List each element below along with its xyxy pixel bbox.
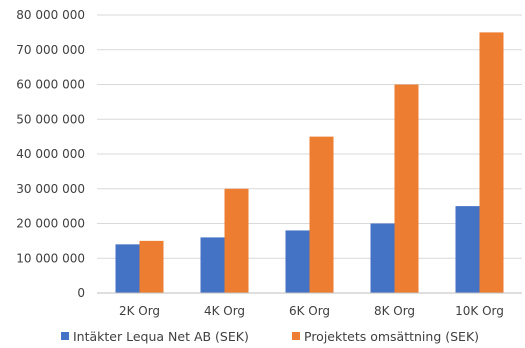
bars [115, 32, 504, 293]
x-tick-label: 6K Org [289, 304, 330, 318]
y-tick-label: 20 000 000 [16, 217, 85, 231]
bar-series-2 [309, 136, 334, 293]
x-tick-label: 4K Org [204, 304, 245, 318]
x-tick-label: 10K Org [455, 304, 504, 318]
x-axis-tick-labels: 2K Org 4K Org 6K Org 8K Org 10K Org [119, 304, 504, 318]
bar-series-2 [479, 32, 504, 293]
legend-swatch-series-2 [292, 332, 300, 340]
y-tick-label: 0 [77, 286, 85, 300]
legend-label-series-1: Intäkter Lequa Net AB (SEK) [73, 329, 249, 344]
y-axis-tick-labels: 0 10 000 000 20 000 000 30 000 000 40 000 00… [16, 8, 85, 300]
bar-series-2 [394, 84, 419, 293]
bar-series-1 [370, 223, 395, 293]
y-tick-label: 60 000 000 [16, 78, 85, 92]
x-tick-label: 2K Org [119, 304, 160, 318]
legend: Intäkter Lequa Net AB (SEK) Projektets o… [61, 329, 479, 344]
y-tick-label: 40 000 000 [16, 147, 85, 161]
bar-series-2 [139, 240, 164, 293]
legend-label-series-2: Projektets omsättning (SEK) [304, 329, 479, 344]
bar-series-1 [200, 237, 225, 293]
y-tick-label: 80 000 000 [16, 8, 85, 22]
bar-series-1 [455, 206, 480, 293]
bar-series-2 [224, 188, 249, 293]
legend-swatch-series-1 [61, 332, 69, 340]
bar-series-1 [115, 244, 140, 293]
y-tick-label: 30 000 000 [16, 182, 85, 196]
bar-series-1 [285, 230, 310, 293]
y-tick-label: 70 000 000 [16, 43, 85, 57]
x-tick-label: 8K Org [374, 304, 415, 318]
y-tick-label: 50 000 000 [16, 112, 85, 126]
y-tick-label: 10 000 000 [16, 251, 85, 265]
